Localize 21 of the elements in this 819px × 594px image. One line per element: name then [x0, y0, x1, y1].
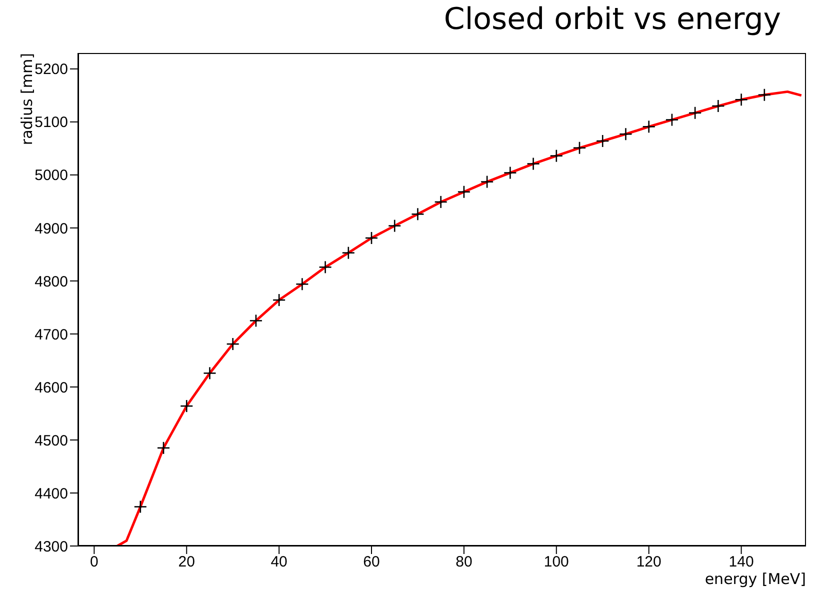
y-tick-label: 4600 [34, 379, 68, 396]
y-tick-label: 4500 [34, 432, 68, 450]
x-tick-label: 40 [270, 554, 288, 571]
x-tick-label: 60 [363, 554, 380, 571]
chart-title: Closed orbit vs energy [444, 2, 781, 37]
x-axis-title: energy [MeV] [704, 570, 806, 588]
x-tick-label: 120 [636, 554, 662, 571]
y-tick-label: 4300 [34, 538, 68, 556]
x-tick-label: 80 [456, 554, 472, 571]
y-tick-label: 4700 [34, 326, 68, 344]
x-tick-label: 20 [178, 554, 195, 571]
y-axis-title: radius [mm] [18, 53, 36, 146]
y-tick-label: 5000 [34, 167, 68, 184]
y-tick-label: 4400 [34, 485, 68, 502]
y-tick-label: 5200 [34, 61, 68, 78]
y-tick-label: 4900 [34, 220, 68, 238]
y-tick-label: 4800 [34, 273, 68, 290]
x-tick-label: 140 [728, 554, 754, 571]
x-tick-label: 0 [90, 554, 98, 571]
x-tick-label: 100 [544, 554, 569, 571]
y-tick-label: 5100 [34, 114, 68, 132]
